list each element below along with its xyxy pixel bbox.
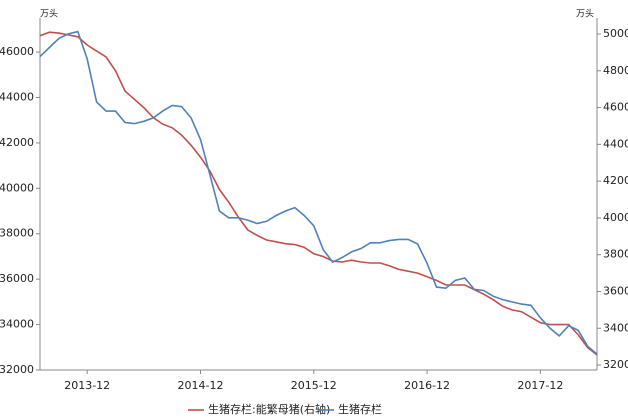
x-tick-label: 2015-12	[291, 379, 337, 392]
y2-tick-label: 3200	[603, 358, 628, 371]
y-tick-label: 36000	[0, 272, 34, 285]
y2-tick-label: 3800	[603, 248, 628, 261]
y-tick-label: 32000	[0, 363, 34, 376]
x-tick-label: 2017-12	[517, 379, 563, 392]
y2-tick-label: 3600	[603, 284, 628, 297]
y2-axis-unit: 万头	[576, 9, 594, 20]
y-tick-label: 44000	[0, 90, 34, 103]
y-tick-label: 46000	[0, 45, 34, 58]
y2-tick-label: 4600	[603, 101, 628, 114]
x-tick-label: 2013-12	[64, 379, 110, 392]
y-tick-label: 38000	[0, 227, 34, 240]
legend-label: 生猪存栏	[338, 402, 382, 416]
y2-tick-label: 3400	[603, 321, 628, 334]
y2-tick-label: 4200	[603, 174, 628, 187]
y2-tick-label: 4000	[603, 211, 628, 224]
y2-tick-label: 4400	[603, 137, 628, 150]
y2-tick-label: 5000	[603, 27, 628, 40]
y-tick-label: 40000	[0, 181, 34, 194]
y-axis-unit: 万头	[40, 9, 58, 20]
x-tick-label: 2016-12	[404, 379, 450, 392]
y2-tick-label: 4800	[603, 64, 628, 77]
x-tick-label: 2014-12	[178, 379, 224, 392]
y-tick-label: 42000	[0, 136, 34, 149]
legend-label: 生猪存栏:能繁母猪(右轴)	[208, 402, 330, 416]
series-line	[39, 30, 598, 355]
series-line	[39, 31, 598, 356]
y-tick-label: 34000	[0, 318, 34, 331]
